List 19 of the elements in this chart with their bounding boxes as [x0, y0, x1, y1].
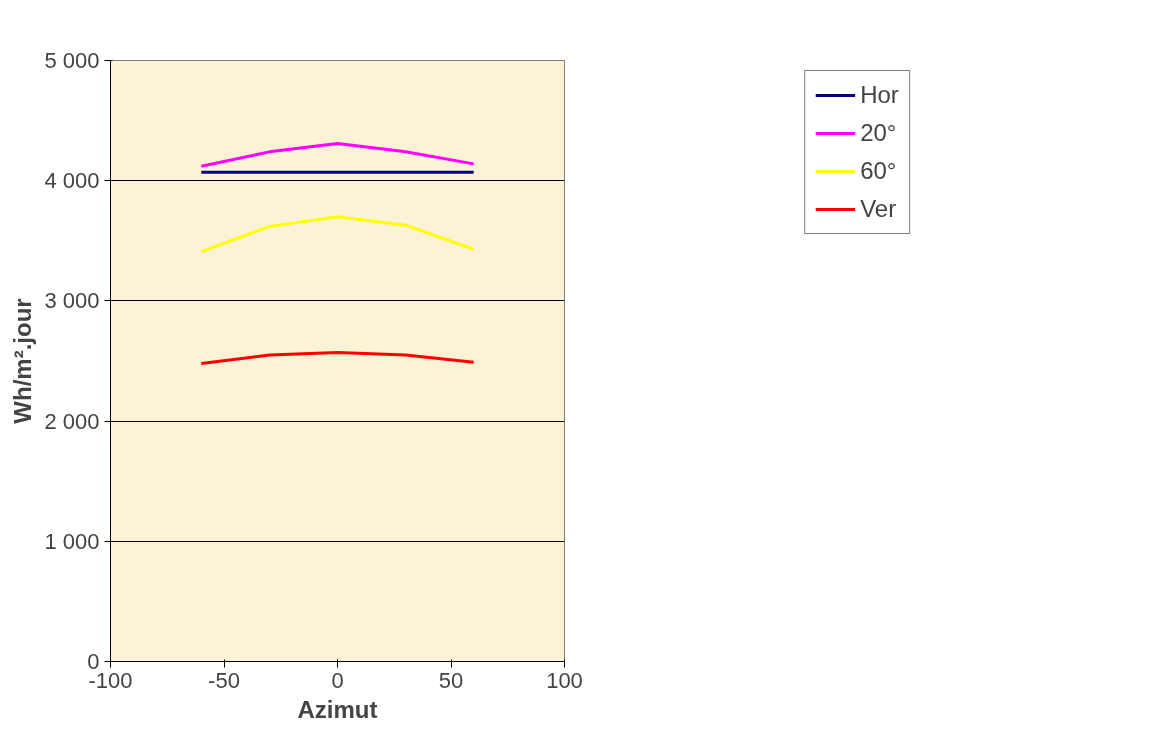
y-tick-label: 5 000: [44, 48, 100, 73]
x-tick-label: 0: [331, 667, 344, 693]
legend-label: 20°: [860, 119, 897, 147]
y-tick-label: 1 000: [44, 528, 100, 554]
y-tick-label: 3 000: [44, 288, 100, 314]
y-tick-label: 0: [87, 649, 100, 674]
y-tick-label: 2 000: [44, 408, 100, 434]
legend-label: 60°: [860, 157, 897, 185]
legend-label: Ver: [860, 195, 897, 223]
x-tick-label: 100: [546, 667, 583, 693]
y-axis-title: Wh/m².jour: [9, 298, 37, 424]
legend-label: Hor: [860, 81, 899, 109]
line-series: [199, 141, 476, 168]
y-tick-label: 4 000: [44, 168, 100, 194]
line-series: [199, 215, 476, 254]
line-series: [199, 351, 476, 365]
x-tick-label: 50: [438, 667, 464, 693]
x-axis-title: Azimut: [297, 695, 378, 723]
x-tick-label: -50: [208, 667, 240, 693]
